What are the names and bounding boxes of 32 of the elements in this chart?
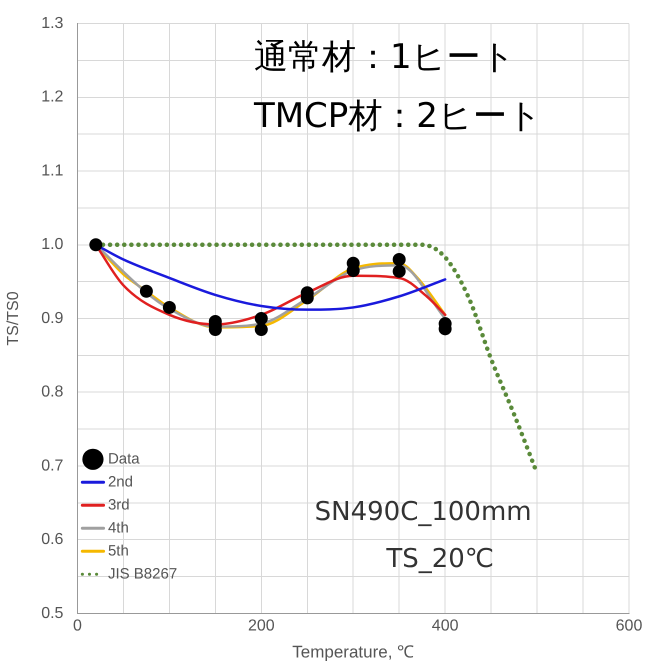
- y-tick-label: 0.5: [41, 604, 64, 622]
- point: [392, 253, 406, 266]
- point: [89, 238, 102, 252]
- x-tick-label: 200: [248, 617, 275, 634]
- legend-label: 5th: [108, 542, 129, 560]
- annotation: TMCP材：2ヒート: [252, 96, 542, 136]
- annotation: SN490C_100mm: [314, 496, 532, 527]
- y-tick-label: 1.1: [41, 162, 64, 180]
- legend-label: 2nd: [108, 473, 133, 490]
- legend-label: 3rd: [108, 496, 130, 514]
- y-tick-label: 1.0: [41, 236, 64, 254]
- annotation: TS_20℃: [385, 544, 494, 574]
- point: [392, 264, 406, 278]
- point: [254, 312, 268, 325]
- x-tick-label: 600: [616, 617, 642, 634]
- y-tick-label: 0.9: [41, 310, 64, 327]
- x-axis-title: Temperature, ℃: [292, 642, 414, 662]
- point: [140, 284, 153, 298]
- y-tick-label: 0.7: [41, 457, 64, 474]
- y-axis-title: TS/TS0: [5, 291, 22, 346]
- legend-label: Data: [108, 450, 140, 468]
- annotation: 通常材：1ヒート: [254, 36, 516, 77]
- legend-label: JIS B8267: [108, 565, 178, 582]
- point: [254, 323, 268, 336]
- legend-label: 4th: [108, 519, 129, 536]
- x-tick-label: 0: [72, 617, 82, 634]
- y-tick-label: 1.2: [41, 88, 64, 106]
- x-tick-label: 400: [432, 617, 459, 634]
- y-tick-label: 0.6: [41, 531, 64, 548]
- y-tick-label: 0.8: [41, 384, 64, 401]
- y-tick-label: 1.3: [41, 15, 64, 32]
- point: [162, 300, 176, 314]
